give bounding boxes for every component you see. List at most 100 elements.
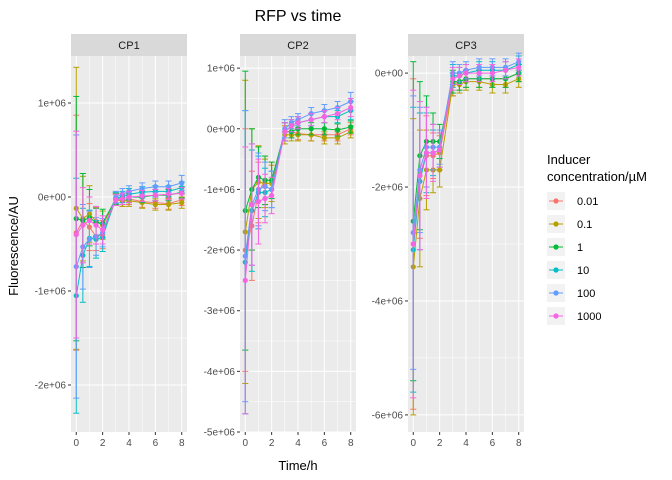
data-point (334, 135, 341, 141)
data-point (73, 232, 79, 238)
data-point (80, 222, 86, 228)
data-point (430, 150, 436, 156)
legend-entry: 0.1 (547, 215, 592, 233)
panels-layer: CP1 -2e+06 -1e+06 0e+00 1e+06 0 2 4 6 8 CP2 -5e+06 -… (35, 34, 524, 449)
x-tick-label: 8 (179, 438, 185, 449)
data-point (165, 184, 172, 190)
y-tick-label: 0e+00 (375, 69, 404, 80)
data-point (165, 201, 172, 208)
data-point (139, 185, 145, 192)
legend-label: 0.1 (577, 219, 592, 231)
data-point (179, 180, 185, 186)
data-point (86, 217, 93, 224)
facet-strip-label: CP1 (118, 40, 139, 52)
y-axis-title: Fluorescence/AU (6, 196, 21, 296)
legend-key-point (553, 244, 559, 250)
data-point (179, 200, 185, 206)
data-point (450, 76, 456, 82)
data-point (321, 114, 327, 120)
x-tick-label: 8 (516, 438, 522, 449)
data-point (410, 241, 416, 247)
legend-key-point (553, 198, 559, 204)
y-tick-label: 0e+00 (207, 124, 236, 135)
data-point (152, 201, 158, 208)
legend-key-point (553, 267, 559, 273)
facet-strip-label: CP2 (287, 40, 308, 52)
legend-entry: 100 (547, 284, 595, 302)
legend-entry: 10 (547, 261, 589, 279)
data-point (249, 201, 255, 208)
data-point (126, 194, 132, 200)
facet-strip (240, 34, 356, 56)
data-point (456, 73, 463, 79)
data-layer (242, 70, 354, 415)
x-tick-label: 6 (153, 438, 159, 449)
legend-entry: 1 (547, 238, 583, 256)
legend-key-point (553, 221, 559, 227)
data-point (282, 129, 288, 135)
panel-cp2: CP2 -5e+06 -4e+06 -3e+06 -2e+06 -1e+06 0e+00 1e… (204, 34, 356, 449)
chart-title: RFP vs time (255, 8, 342, 25)
legend-title: concentration/µM (547, 169, 647, 184)
legend-label: 1 (577, 242, 583, 254)
legend-label: 100 (577, 288, 595, 300)
x-tick-label: 4 (463, 438, 469, 449)
data-point (165, 191, 172, 197)
data-point (348, 124, 354, 130)
y-tick-label: 1e+06 (38, 99, 67, 110)
x-tick-label: 6 (490, 438, 496, 449)
facet-strip (408, 34, 524, 56)
legend-entry: 1000 (547, 307, 601, 325)
y-tick-label: -3e+06 (204, 306, 236, 317)
data-point (476, 70, 482, 76)
legend-key-point (553, 313, 559, 319)
legend-label: 0.01 (577, 196, 598, 208)
x-tick-label: 0 (410, 438, 416, 449)
x-tick-label: 6 (322, 438, 328, 449)
data-point (139, 193, 145, 199)
y-tick-label: -1e+06 (204, 185, 236, 196)
data-point (113, 197, 119, 203)
x-tick-label: 2 (437, 438, 443, 449)
series-1000 (242, 97, 354, 415)
data-point (437, 167, 443, 173)
data-point (423, 150, 430, 156)
data-point (308, 117, 314, 123)
data-point (152, 184, 158, 190)
x-tick-label: 8 (348, 438, 354, 449)
y-tick-label: -1e+06 (35, 287, 67, 298)
data-point (417, 173, 423, 179)
x-tick-label: 2 (100, 438, 106, 449)
legend: Inducer concentration/µM 0.01 0.1 1 10 100 1000 (547, 152, 647, 325)
data-point (334, 111, 341, 117)
data-layer (410, 52, 522, 416)
data-point (288, 123, 295, 129)
y-tick-label: -4e+06 (204, 367, 236, 378)
y-tick-label: 1e+06 (207, 64, 236, 75)
legend-label: 1000 (577, 311, 601, 323)
data-point (295, 120, 301, 126)
data-point (437, 147, 443, 153)
data-point (93, 222, 99, 228)
legend-key-point (553, 290, 559, 296)
x-tick-label: 4 (126, 438, 132, 449)
legend-title: Inducer (547, 152, 591, 167)
y-tick-label: -4e+06 (372, 296, 404, 307)
data-point (152, 192, 158, 198)
data-point (308, 126, 314, 132)
data-point (321, 126, 327, 132)
x-tick-label: 4 (295, 438, 301, 449)
y-tick-label: -2e+06 (372, 183, 404, 194)
data-point (321, 135, 327, 141)
data-point (262, 195, 268, 202)
data-point (516, 64, 522, 70)
x-tick-label: 2 (269, 438, 275, 449)
facet-strip-label: CP3 (455, 40, 476, 52)
y-tick-label: -5e+06 (204, 428, 236, 439)
legend-label: 10 (577, 265, 589, 277)
data-point (100, 227, 106, 233)
x-axis-title: Time/h (278, 458, 317, 473)
legend-entry: 0.01 (547, 192, 598, 210)
data-point (179, 190, 185, 196)
data-point (119, 196, 126, 202)
